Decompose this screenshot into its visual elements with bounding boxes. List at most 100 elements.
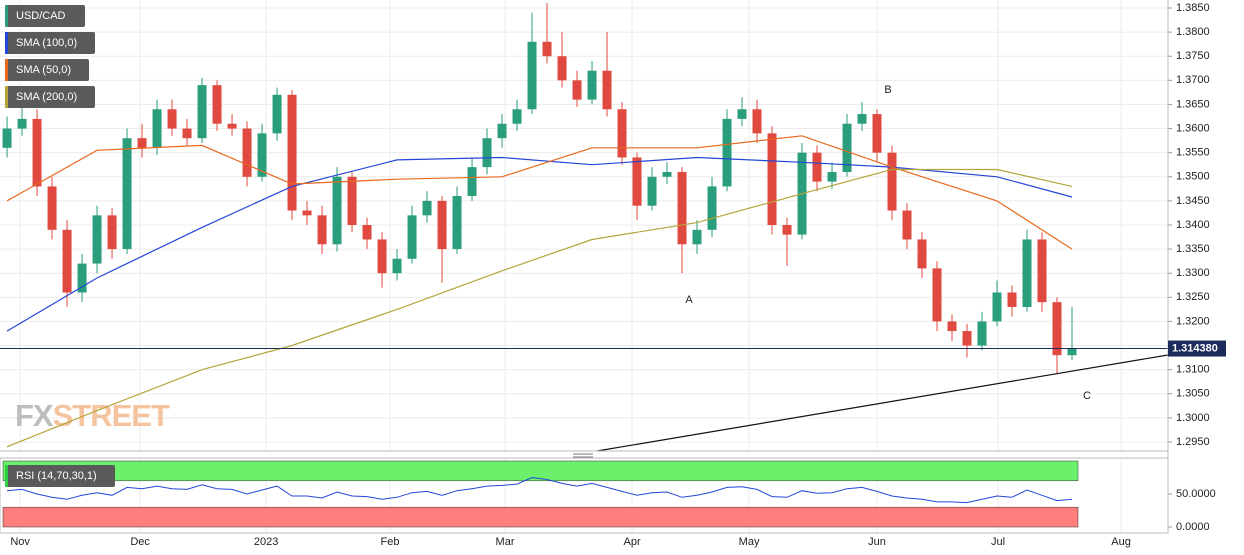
candle-body xyxy=(482,138,492,168)
legend-label: SMA (200,0) xyxy=(16,91,77,103)
candle-body xyxy=(632,157,642,206)
candle-body xyxy=(437,200,447,250)
y-tick-label: 50.0000 xyxy=(1176,488,1216,500)
candle-body xyxy=(1067,348,1077,356)
candle-body xyxy=(902,210,912,240)
rsi-zone xyxy=(2,506,1079,528)
rsi-panel-border xyxy=(0,457,1169,534)
plot-area xyxy=(0,3,1168,528)
candle-body xyxy=(107,215,117,250)
candle-body xyxy=(122,138,132,250)
y-tick-label: 1.3600 xyxy=(1176,122,1210,134)
candle-body xyxy=(512,109,522,124)
trend-line xyxy=(596,354,1169,452)
candle-body xyxy=(692,229,702,245)
y-tick-label: 1.3100 xyxy=(1176,364,1210,376)
candle-body xyxy=(827,171,837,182)
y-tick-label: 1.3000 xyxy=(1176,412,1210,424)
candle-body xyxy=(347,176,357,225)
candle-body xyxy=(1007,292,1017,307)
y-tick-label: 1.3200 xyxy=(1176,315,1210,327)
candle-body xyxy=(887,152,897,211)
candle-body xyxy=(497,123,507,139)
candle-body xyxy=(407,215,417,259)
y-tick-label: 1.3800 xyxy=(1176,26,1210,38)
watermark-fx: FX xyxy=(15,398,54,433)
candle-body xyxy=(47,186,57,230)
candle-body xyxy=(92,215,102,264)
rsi-zone xyxy=(2,460,1079,482)
x-tick-label: Apr xyxy=(624,536,641,548)
legend-box[interactable] xyxy=(5,465,115,487)
candle-body xyxy=(422,200,432,216)
y-tick-label: 1.3300 xyxy=(1176,267,1210,279)
overlay: Nov Dec 2023 Feb Mar Apr May Jun Jul Aug 1.314380 U… xyxy=(5,5,1226,548)
annotation: A xyxy=(685,294,693,306)
candle-body xyxy=(1052,302,1062,356)
candle-body xyxy=(272,94,282,134)
candle-body xyxy=(62,229,72,293)
candle-body xyxy=(752,109,762,134)
candle-body xyxy=(617,109,627,158)
y-tick-label: 1.2950 xyxy=(1176,436,1210,448)
annotation: B xyxy=(884,84,891,96)
y-tick-label: 1.3450 xyxy=(1176,195,1210,207)
legend-box[interactable] xyxy=(5,59,89,81)
y-tick-label: 1.3650 xyxy=(1176,98,1210,110)
candle-body xyxy=(317,215,327,245)
y-tick-label: 0.0000 xyxy=(1176,521,1210,533)
legend-swatch xyxy=(5,32,8,54)
x-tick-label: Nov xyxy=(10,536,30,548)
candle-body xyxy=(227,123,237,129)
candle-body xyxy=(1037,239,1047,303)
candle-body xyxy=(377,239,387,274)
watermark-street: STREET xyxy=(53,398,170,433)
candle-body xyxy=(932,268,942,322)
legend-swatch xyxy=(5,5,8,27)
candle-body xyxy=(257,133,267,177)
candle-body xyxy=(782,224,792,235)
candle-body xyxy=(527,41,537,110)
candle-body xyxy=(977,321,987,346)
candle-body xyxy=(602,70,612,110)
legend-swatch xyxy=(5,59,8,81)
candle-body xyxy=(2,128,12,148)
candle-body xyxy=(737,109,747,119)
candle-body xyxy=(152,109,162,148)
legend-box[interactable] xyxy=(5,86,95,108)
sma-line xyxy=(6,168,1073,448)
legend-label: USD/CAD xyxy=(16,10,66,22)
candle-body xyxy=(917,239,927,269)
candle-body xyxy=(242,128,252,177)
y-tick-label: 1.3750 xyxy=(1176,50,1210,62)
x-tick-label: Jun xyxy=(868,536,886,548)
candle-body xyxy=(722,118,732,187)
candle-body xyxy=(962,331,972,346)
y-tick-label: 1.3500 xyxy=(1176,171,1210,183)
candle-body xyxy=(302,210,312,216)
candle-body xyxy=(812,152,822,182)
y-tick-label: 1.3850 xyxy=(1176,2,1210,14)
x-tick-label: Dec xyxy=(130,536,150,548)
last-price-label: 1.314380 xyxy=(1172,342,1218,354)
y-tick-label: 1.3250 xyxy=(1176,291,1210,303)
legend-swatch xyxy=(5,86,8,108)
candle-body xyxy=(542,41,552,57)
last-price-box xyxy=(1168,340,1226,357)
candle-body xyxy=(1022,239,1032,307)
candle-body xyxy=(842,123,852,172)
candle-body xyxy=(647,176,657,206)
x-tick-label: 2023 xyxy=(254,536,278,548)
candle-body xyxy=(182,128,192,139)
candle-body xyxy=(137,138,147,148)
grid: 1.29501.30001.30501.31001.31501.32001.32… xyxy=(0,0,1216,533)
candle-body xyxy=(572,80,582,100)
legend-box[interactable] xyxy=(5,32,95,54)
watermark: FXSTREET xyxy=(15,398,170,433)
candle-body xyxy=(557,56,567,81)
x-tick-label: Jul xyxy=(991,536,1005,548)
legend-box[interactable] xyxy=(5,5,85,27)
legend-swatch xyxy=(5,465,8,487)
candle-body xyxy=(392,258,402,274)
